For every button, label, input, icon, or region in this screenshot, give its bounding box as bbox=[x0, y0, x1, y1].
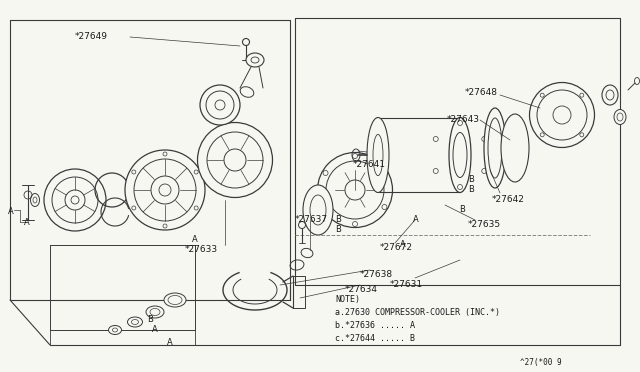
Ellipse shape bbox=[65, 190, 85, 210]
Text: A: A bbox=[8, 207, 13, 216]
Text: *27649: *27649 bbox=[75, 32, 108, 41]
Text: A: A bbox=[400, 240, 406, 249]
Bar bbox=[293, 276, 305, 308]
Text: *27648: *27648 bbox=[465, 88, 498, 97]
Text: *27635: *27635 bbox=[468, 220, 501, 229]
Text: *27631: *27631 bbox=[390, 280, 423, 289]
Ellipse shape bbox=[151, 176, 179, 204]
Ellipse shape bbox=[326, 161, 384, 219]
Ellipse shape bbox=[303, 185, 333, 235]
Text: B: B bbox=[335, 225, 341, 234]
Ellipse shape bbox=[529, 83, 595, 148]
Text: *27634: *27634 bbox=[345, 285, 378, 294]
Text: B: B bbox=[459, 205, 465, 214]
Ellipse shape bbox=[44, 169, 106, 231]
Text: A: A bbox=[413, 215, 419, 224]
Ellipse shape bbox=[501, 114, 529, 182]
Text: *27641: *27641 bbox=[353, 160, 386, 169]
Text: a.27630 COMPRESSOR-COOLER (INC.*): a.27630 COMPRESSOR-COOLER (INC.*) bbox=[335, 308, 500, 317]
Ellipse shape bbox=[602, 85, 618, 105]
Text: *27672: *27672 bbox=[380, 243, 413, 252]
Ellipse shape bbox=[206, 91, 234, 119]
Text: c.*27644 ..... B: c.*27644 ..... B bbox=[335, 334, 415, 343]
Text: *27642: *27642 bbox=[492, 195, 525, 204]
Ellipse shape bbox=[246, 53, 264, 67]
Text: A: A bbox=[167, 338, 173, 347]
Text: NOTE): NOTE) bbox=[335, 295, 360, 304]
Text: A: A bbox=[24, 218, 29, 227]
Ellipse shape bbox=[127, 317, 143, 327]
Text: A: A bbox=[192, 235, 198, 244]
Ellipse shape bbox=[367, 118, 389, 192]
Ellipse shape bbox=[134, 159, 196, 221]
Ellipse shape bbox=[449, 118, 471, 192]
Ellipse shape bbox=[109, 326, 122, 334]
Ellipse shape bbox=[146, 306, 164, 318]
Text: *27633: *27633 bbox=[185, 245, 218, 254]
Ellipse shape bbox=[484, 108, 506, 188]
Text: B: B bbox=[147, 315, 153, 324]
Text: *27638: *27638 bbox=[360, 270, 393, 279]
Ellipse shape bbox=[164, 293, 186, 307]
Text: *27643: *27643 bbox=[447, 115, 480, 124]
Ellipse shape bbox=[240, 87, 254, 97]
Text: B: B bbox=[468, 175, 474, 184]
Ellipse shape bbox=[614, 109, 626, 125]
Ellipse shape bbox=[200, 85, 240, 125]
Text: ^27(*00 9: ^27(*00 9 bbox=[520, 358, 562, 367]
Ellipse shape bbox=[198, 122, 273, 198]
Text: *27637: *27637 bbox=[295, 215, 328, 224]
Ellipse shape bbox=[317, 153, 392, 228]
Text: B: B bbox=[468, 185, 474, 194]
Ellipse shape bbox=[52, 177, 98, 223]
Ellipse shape bbox=[125, 150, 205, 230]
Text: b.*27636 ..... A: b.*27636 ..... A bbox=[335, 321, 415, 330]
Text: B: B bbox=[335, 215, 341, 224]
Text: A: A bbox=[152, 325, 157, 334]
Ellipse shape bbox=[537, 90, 587, 140]
Ellipse shape bbox=[207, 132, 263, 188]
